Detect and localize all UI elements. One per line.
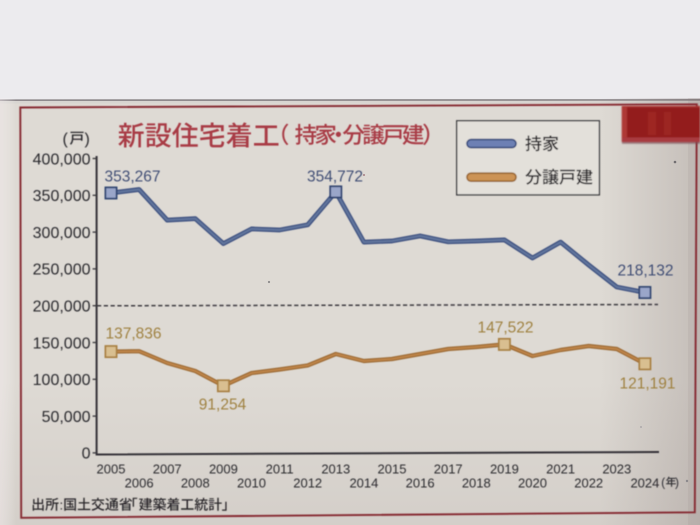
svg-text:2009: 2009 [209, 462, 238, 477]
svg-text:2020: 2020 [518, 475, 547, 490]
svg-text:2015: 2015 [378, 462, 407, 477]
svg-text:2016: 2016 [406, 475, 435, 490]
svg-text:0: 0 [82, 446, 91, 463]
svg-text:2023: 2023 [602, 462, 631, 477]
svg-text:2017: 2017 [434, 462, 463, 477]
svg-text:2010: 2010 [237, 475, 266, 490]
svg-text:2019: 2019 [490, 462, 519, 477]
svg-text:353,267: 353,267 [104, 168, 160, 185]
svg-text:2007: 2007 [153, 462, 182, 477]
svg-text:): ) [85, 131, 90, 148]
svg-text:(: ( [661, 477, 665, 489]
svg-text:354,772: 354,772 [307, 168, 363, 185]
svg-text:350,000: 350,000 [33, 188, 91, 205]
svg-text:2012: 2012 [293, 475, 322, 490]
svg-text:2006: 2006 [125, 475, 154, 490]
svg-text:): ) [675, 477, 679, 489]
svg-text:2018: 2018 [462, 475, 491, 490]
svg-text:2011: 2011 [266, 462, 294, 477]
svg-text:2024: 2024 [630, 475, 659, 490]
svg-text:2005: 2005 [97, 462, 126, 477]
svg-text:2021: 2021 [546, 462, 575, 477]
svg-text:121,191: 121,191 [619, 375, 675, 392]
svg-text::: : [60, 497, 64, 512]
svg-text:50,000: 50,000 [42, 409, 91, 426]
svg-text:2014: 2014 [349, 475, 378, 490]
svg-text:(: ( [63, 131, 69, 148]
svg-text:91,254: 91,254 [199, 396, 247, 413]
svg-text:137,836: 137,836 [105, 325, 161, 342]
svg-text:200,000: 200,000 [33, 299, 91, 316]
svg-text:218,132: 218,132 [617, 262, 673, 279]
svg-text:2022: 2022 [574, 475, 603, 490]
svg-text:250,000: 250,000 [33, 262, 91, 279]
svg-text:2008: 2008 [181, 475, 210, 490]
svg-text:147,522: 147,522 [477, 319, 533, 336]
svg-text:100,000: 100,000 [33, 372, 91, 389]
svg-text:400,000: 400,000 [33, 151, 91, 168]
svg-text:2013: 2013 [321, 462, 350, 477]
svg-text:150,000: 150,000 [33, 335, 91, 352]
svg-text:300,000: 300,000 [33, 225, 91, 242]
